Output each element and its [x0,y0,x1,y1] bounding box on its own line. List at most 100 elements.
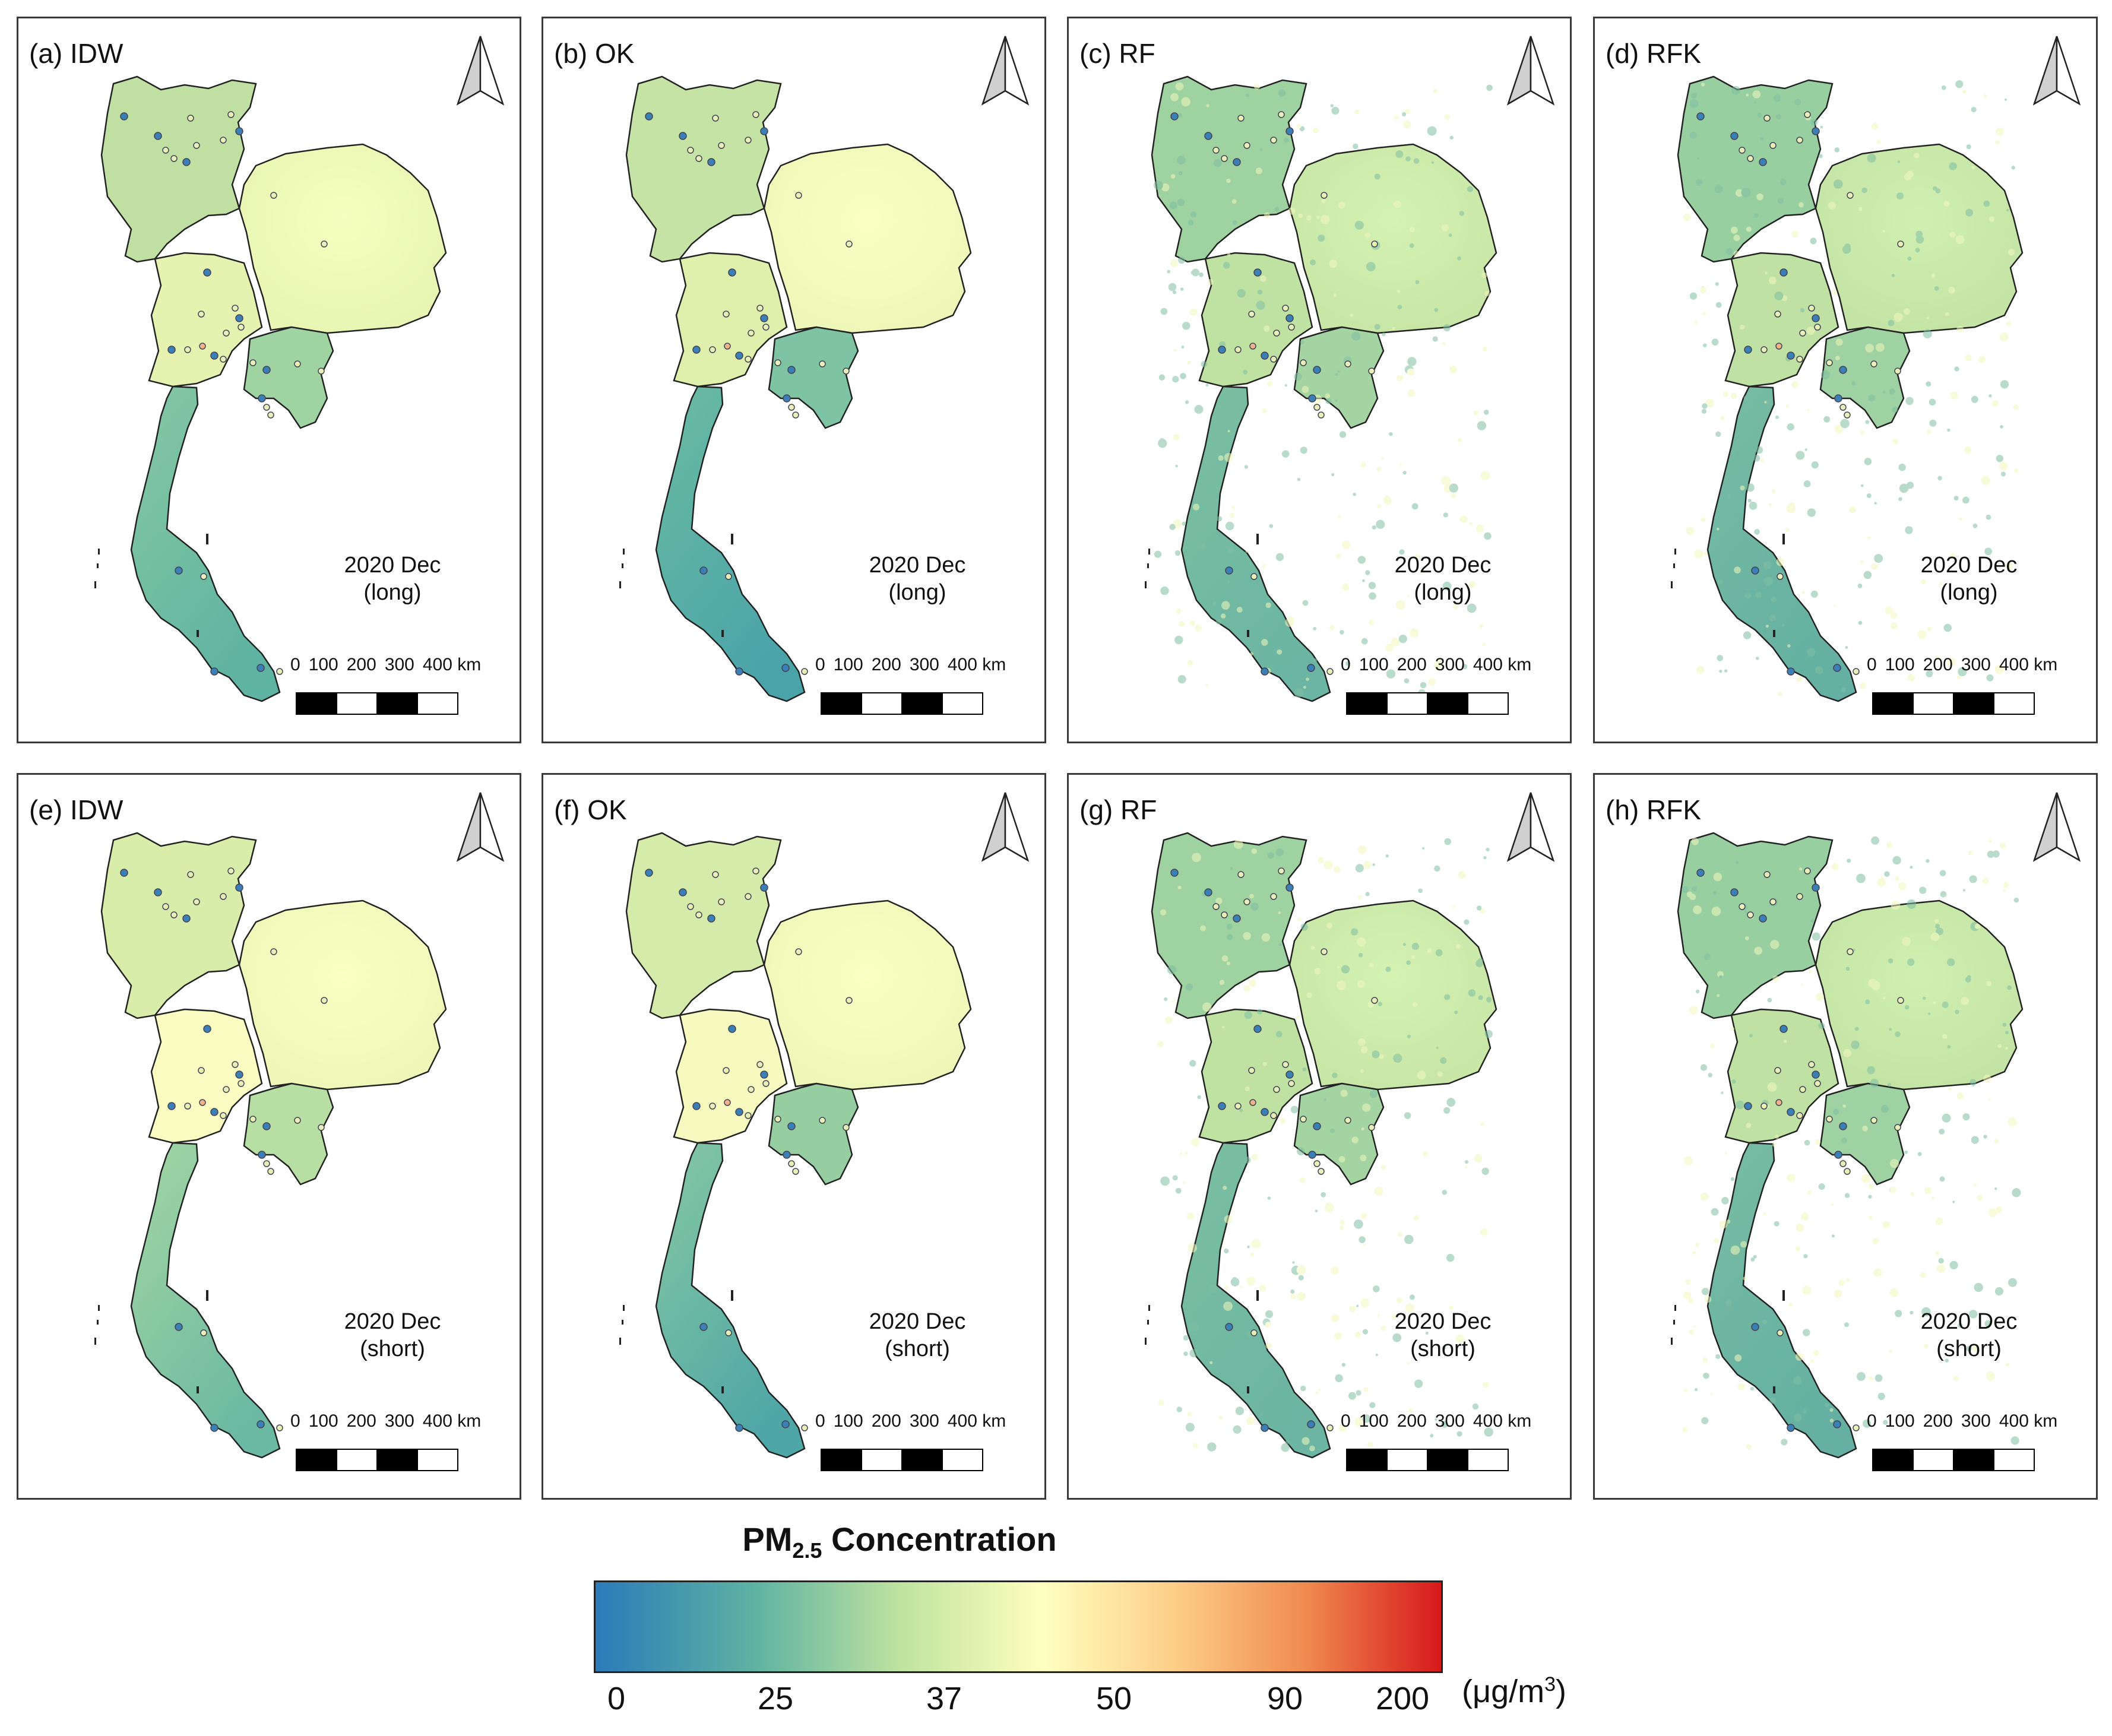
island [1256,1290,1259,1301]
texture-dot [1480,471,1490,480]
texture-dot [1365,570,1370,575]
texture-dot [1801,983,1804,986]
texture-dot [1867,154,1876,163]
scale-segment [296,1449,337,1471]
texture-dot [2013,404,2019,410]
texture-dot [2010,1436,2019,1445]
texture-dot [1689,99,1699,108]
island [721,1386,724,1393]
texture-dot [1267,852,1274,859]
texture-dot [1339,431,1347,438]
texture-dot [1868,1183,1874,1189]
texture-dot [1369,620,1374,625]
texture-dot [1992,400,1999,407]
texture-dot [1987,1098,1991,1101]
station-marker [1777,573,1784,580]
texture-dot [1682,1427,1687,1433]
station-marker [1288,1080,1295,1087]
texture-dot [1313,658,1318,663]
texture-dot [1927,626,1931,632]
texture-dot [1779,179,1787,186]
texture-dot [1785,528,1790,533]
texture-dot [1233,840,1243,849]
texture-dot [1807,648,1816,657]
texture-dot [1955,1009,1959,1015]
station-marker [162,147,169,154]
station-marker [724,1099,731,1106]
texture-dot [1417,1070,1426,1080]
texture-dot [1330,104,1334,107]
texture-dot [1467,186,1474,192]
station-marker [1853,668,1860,675]
texture-dot [1897,160,1901,163]
texture-dot [1715,431,1721,437]
texture-dot [1988,1208,1997,1217]
texture-dot [1988,216,1994,222]
texture-dot [1360,1154,1367,1161]
station-marker [318,368,325,375]
island [97,1320,99,1325]
island [1256,534,1259,544]
texture-dot [1412,1002,1418,1008]
region-central [1198,1008,1313,1144]
station-marker [1814,1080,1821,1087]
texture-dot [1398,635,1407,644]
texture-dot [1300,340,1304,344]
station-marker [203,1025,211,1033]
station-marker [1321,948,1328,955]
texture-dot [1794,99,1801,106]
texture-dot [1902,937,1911,946]
texture-dot [1787,644,1791,648]
texture-dot [1177,885,1182,889]
station-marker [1313,366,1321,374]
texture-dot [1413,158,1420,164]
north-arrow-right [2056,36,2081,106]
texture-dot [1858,620,1863,625]
texture-dot [1459,515,1468,523]
texture-dot [1870,1079,1879,1088]
texture-dot [1740,325,1745,330]
texture-dot [1252,1154,1258,1160]
station-marker [1371,997,1378,1004]
texture-dot [1950,553,1956,560]
texture-dot [1449,365,1457,373]
texture-dot [1354,220,1364,230]
texture-dot [1483,856,1487,860]
scale-tick: 0 [1341,1411,1351,1431]
texture-dot [1431,161,1435,164]
texture-dot [1693,1325,1696,1328]
texture-dot [1818,1022,1825,1029]
station-marker [1747,155,1754,162]
texture-dot [1294,688,1304,698]
texture-dot [1872,1238,1879,1244]
station-marker [193,898,200,905]
texture-dot [2006,321,2012,326]
texture-dot [1956,1092,1964,1100]
scale-segment [417,1449,458,1471]
texture-dot [1306,992,1312,998]
texture-dot [1201,543,1206,549]
texture-dot [1892,407,1898,413]
texture-dot [1967,975,1971,979]
texture-dot [1448,233,1452,237]
texture-dot [1397,305,1402,309]
texture-dot [1835,425,1844,433]
texture-dot [1223,262,1230,269]
station-marker [193,142,200,149]
station-marker [1326,668,1334,675]
texture-dot [1183,1351,1188,1356]
texture-dot [1959,517,1962,521]
texture-dot [1744,936,1749,940]
texture-dot [1685,1279,1691,1285]
station-marker [801,668,808,675]
texture-dot [1785,404,1790,408]
texture-dot [1945,1358,1949,1363]
station-marker [1826,359,1833,366]
texture-dot [1756,193,1763,201]
island [97,563,99,568]
texture-dot [1981,476,1990,485]
texture-dot [1778,691,1782,696]
texture-dot [1169,524,1176,530]
station-marker [249,1116,257,1123]
texture-dot [1202,1002,1212,1012]
